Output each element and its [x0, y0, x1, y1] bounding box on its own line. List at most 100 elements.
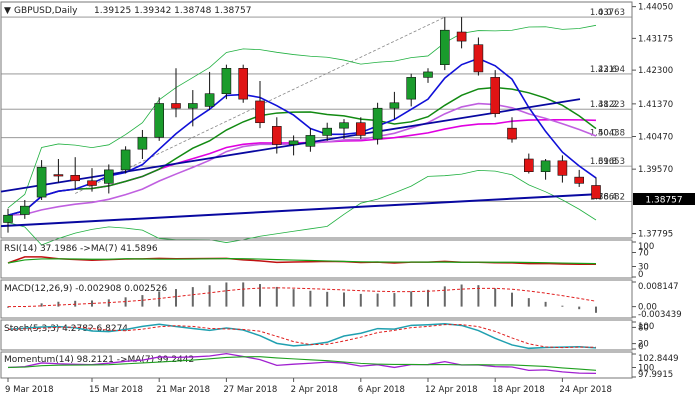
macd-bar: [158, 291, 161, 307]
candles: [3, 17, 601, 233]
indicator-tick-label: -0.003439: [638, 310, 682, 320]
macd-bar: [460, 284, 463, 307]
fib-label: 23.6: [598, 65, 617, 75]
candle-body: [355, 122, 366, 136]
fibonacci-levels: 0.01.43763 23.61.42194 38.21.41223 50.01.40…: [1, 8, 632, 202]
macd-histogram: [7, 282, 597, 313]
macd-bar: [275, 286, 278, 307]
candle-body: [221, 68, 232, 94]
macd-bar: [175, 289, 177, 307]
macd-bar: [191, 287, 194, 307]
momentum-ma-line: [7, 356, 597, 371]
time-tick-label: 24 Apr 2018: [559, 385, 612, 395]
bollinger-lower: [7, 169, 597, 246]
moving-averages: [0, 24, 597, 246]
macd-panel: [0, 279, 633, 319]
candle-body: [557, 160, 568, 176]
macd-bar: [544, 301, 547, 307]
macd-signal: [7, 287, 597, 308]
macd-bar: [511, 292, 513, 307]
indicator-tick-label: 0.00: [638, 303, 657, 313]
macd-bar: [57, 301, 60, 307]
fib-value: 1.40438: [590, 129, 625, 139]
fib-value: 1.41223: [590, 100, 625, 110]
rsi-lines: [7, 256, 597, 266]
macd-bar: [309, 290, 312, 307]
macd-bar: [494, 288, 497, 307]
trend-line-high: [0, 98, 581, 193]
candle-body: [591, 185, 601, 199]
indicator-tick-label: 100: [638, 363, 654, 373]
candle-body: [53, 174, 64, 177]
price-tick-label: 1.41370: [638, 100, 673, 110]
macd-bar: [477, 285, 480, 307]
momentum-panel: [0, 351, 633, 379]
momentum-label: Momentum(14) 98.2121 ->MA(7) 99.2442: [4, 355, 194, 365]
macd-bar: [259, 284, 261, 307]
time-tick-label: 21 Mar 2018: [156, 385, 210, 395]
candle-body: [339, 122, 349, 129]
macd-bar: [427, 289, 429, 307]
macd-bar: [91, 300, 93, 307]
price-axis: 1.44050 1.43175 1.42300 1.41370 1.40470 1.395…: [632, 3, 673, 240]
candle-body: [19, 205, 30, 215]
indicator-tick-label: 0: [638, 270, 643, 280]
macd-bar: [376, 293, 379, 307]
indicator-tick-label: 30: [638, 263, 649, 273]
indicator-tick-label: 100: [638, 242, 654, 252]
fib-value: 1.43763: [590, 8, 625, 18]
indicator-tick-label: 97.9915: [638, 370, 673, 380]
candle-body: [271, 126, 282, 145]
candle-body: [305, 135, 316, 147]
indicator-tick-label: 102.8449: [638, 354, 679, 364]
candle-body: [255, 100, 265, 124]
stoch-k: [7, 323, 597, 350]
candle-body: [490, 77, 501, 114]
candle-body: [439, 29, 450, 65]
fib-label: 61.8: [598, 157, 617, 167]
time-tick-label: 2 Apr 2018: [291, 385, 338, 395]
macd-bar: [141, 295, 144, 307]
stoch-panel: [0, 319, 633, 351]
macd-bar: [561, 305, 564, 307]
current-price-tag: 1.38757: [633, 193, 695, 206]
rsi-panel: [0, 239, 633, 279]
candle-body: [372, 107, 383, 140]
candle-body: [238, 68, 248, 100]
candle-body: [70, 175, 80, 182]
price-tick-label: 1.37795: [638, 230, 673, 240]
candle-body: [120, 149, 131, 171]
stoch-label: Stoch(5,3,3) 4.2782 6.8274: [4, 324, 128, 334]
macd-bar: [326, 291, 329, 307]
macd-bar: [7, 306, 9, 308]
time-tick-label: 18 Apr 2018: [492, 385, 545, 395]
macd-bar: [208, 285, 211, 307]
indicator-tick-label: 100: [638, 322, 654, 332]
price-tick-label: 1.40470: [638, 133, 673, 143]
candle-body: [288, 140, 299, 145]
candle-body: [406, 77, 417, 100]
candle-body: [389, 102, 400, 109]
macd-bar: [393, 293, 396, 307]
fib-value: 1.38682: [590, 192, 625, 202]
candle-body: [574, 176, 585, 184]
macd-axis: 0.008147 0.00-0.003439: [632, 281, 682, 320]
candle-body: [473, 44, 484, 73]
fib-trendline: [75, 16, 445, 194]
candle-body: [188, 103, 198, 109]
macd-bar: [578, 306, 581, 310]
indicator-tick-label: 0: [638, 342, 643, 352]
indicator-tick-label: 70: [638, 249, 649, 259]
fib-label: 76.4: [598, 192, 617, 202]
macd-bar: [292, 289, 295, 307]
candle-body: [87, 180, 97, 186]
fib-value: 1.39653: [590, 157, 625, 167]
candle-body: [36, 167, 47, 198]
candle-body: [523, 158, 534, 172]
chart-ohlc: 1.39125 1.39342 1.38748 1.38757: [94, 6, 251, 16]
candle-body: [423, 71, 433, 78]
dropdown-arrow-icon[interactable]: ▼: [4, 6, 11, 16]
